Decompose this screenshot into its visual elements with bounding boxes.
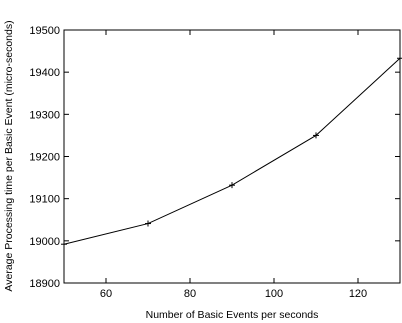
data-point (397, 55, 402, 62)
x-tick-label: 120 (349, 288, 367, 300)
series-line (63, 57, 401, 245)
y-axis: 18900 19000 19100 19200 19300 19400 19500 (29, 25, 400, 290)
x-axis-title: Number of Basic Events per seconds (146, 309, 319, 321)
data-point (61, 241, 67, 248)
y-tick-label: 18900 (29, 278, 60, 290)
y-tick-label: 19000 (29, 236, 60, 248)
data-point (313, 132, 319, 139)
data-point (229, 182, 235, 189)
y-tick-label: 19400 (29, 67, 60, 79)
x-tick-label: 100 (265, 288, 283, 300)
x-tick-label: 60 (100, 288, 112, 300)
y-tick-label: 19300 (29, 109, 60, 121)
y-axis-title: Average Processing time per Basic Event … (3, 20, 15, 291)
y-tick-label: 19500 (29, 25, 60, 37)
y-tick-label: 19100 (29, 194, 60, 206)
x-axis: 60 80 100 120 (100, 30, 367, 300)
plot-frame (63, 29, 401, 284)
x-tick-label: 80 (184, 288, 196, 300)
series-group (61, 55, 402, 248)
data-point (145, 220, 151, 227)
y-tick-label: 19200 (29, 152, 60, 164)
